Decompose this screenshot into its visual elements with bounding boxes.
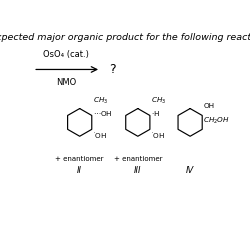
Text: + enantiomer: + enantiomer <box>56 156 104 162</box>
Text: + enantiomer: + enantiomer <box>114 156 162 162</box>
Text: OsO₄ (cat.): OsO₄ (cat.) <box>43 50 89 59</box>
Text: ?: ? <box>109 63 116 76</box>
Text: $\mathregular{\cdots}$OH: $\mathregular{\cdots}$OH <box>93 109 112 118</box>
Text: $CH_2OH$: $CH_2OH$ <box>203 116 230 126</box>
Text: IV: IV <box>186 166 194 175</box>
Text: III: III <box>134 166 141 175</box>
Text: $\mathregular{\cdot}$H: $\mathregular{\cdot}$H <box>151 109 160 118</box>
Text: $CH_3$: $CH_3$ <box>93 96 108 106</box>
Text: $\mathregular{{}^{\prime}}$OH: $\mathregular{{}^{\prime}}$OH <box>151 130 165 141</box>
Text: NMO: NMO <box>56 78 76 87</box>
Text: expected major organic product for the following reaction: expected major organic product for the f… <box>0 33 250 42</box>
Text: II: II <box>77 166 82 175</box>
Text: $CH_3$: $CH_3$ <box>151 96 166 106</box>
Text: OH: OH <box>203 103 214 109</box>
Text: $\mathregular{{}^{\prime}}$OH: $\mathregular{{}^{\prime}}$OH <box>93 130 106 141</box>
